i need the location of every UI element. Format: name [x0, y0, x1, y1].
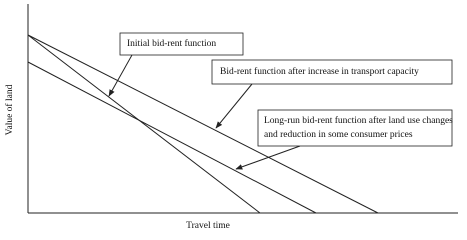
long-run-line [27, 61, 317, 214]
callout-text: Initial bid-rent function [127, 38, 216, 49]
arrow [235, 145, 301, 170]
callout-text: Long-run bid-rent function after land us… [264, 115, 453, 126]
callout-box [119, 32, 244, 56]
x-axis-label: Travel time [186, 221, 230, 231]
transport-line [27, 34, 379, 214]
callout-text: Bid-rent function after increase in tran… [220, 66, 419, 77]
arrow [215, 83, 253, 129]
callout-box [211, 59, 453, 85]
arrow [108, 54, 133, 97]
y-axis-label: Value of land [4, 84, 15, 135]
initial-line [27, 34, 261, 214]
callout-text: and reduction in some consumer prices [264, 130, 413, 140]
diagram: Value of land Travel time Initial bid-re… [4, 4, 458, 231]
callout-box [257, 109, 453, 147]
